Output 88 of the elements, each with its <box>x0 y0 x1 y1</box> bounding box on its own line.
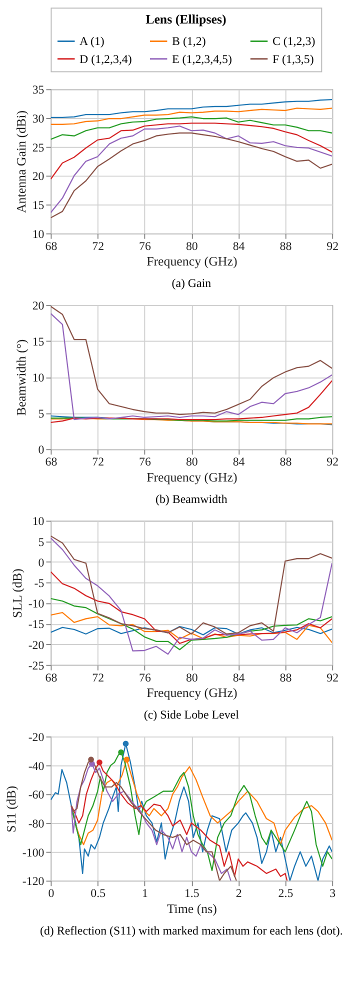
legend-label: A (1) <box>80 34 104 48</box>
y-tick-label: -120 <box>22 874 44 888</box>
point <box>124 756 130 762</box>
y-tick-label: -5 <box>34 576 44 590</box>
x-tick-label: 0 <box>48 886 54 900</box>
x-tick-label: 68 <box>45 238 58 253</box>
y-tick-label: -100 <box>22 845 44 860</box>
x-axis-title: Time (ns) <box>166 900 217 916</box>
line-series <box>50 626 332 636</box>
x-tick-label: 84 <box>232 670 245 684</box>
x-tick-label: 72 <box>92 238 104 253</box>
legend-label: D (1,2,3,4) <box>80 52 132 66</box>
y-tick-label: 20 <box>32 298 44 312</box>
line-series <box>50 571 332 644</box>
x-tick-label: 84 <box>232 454 245 469</box>
y-axis-title: Antenna Gain (dBi) <box>13 110 28 214</box>
x-tick-label: 3 <box>330 886 336 900</box>
y-tick-label: -10 <box>28 596 44 611</box>
point <box>88 756 94 762</box>
x-tick-label: 68 <box>45 454 58 469</box>
y-tick-label: 15 <box>32 334 44 348</box>
text: (b) Beamwidth <box>155 492 228 506</box>
line-series <box>50 122 332 180</box>
x-tick-label: 80 <box>186 454 198 469</box>
x-tick-label: 80 <box>186 238 198 253</box>
x-tick-label: 88 <box>280 454 292 469</box>
text: (d) Reflection (S11) with marked maximum for each lens (dot). <box>40 923 343 938</box>
legend-label: C (1,2,3) <box>272 34 316 48</box>
y-tick-label: 35 <box>32 82 44 97</box>
y-tick-label: 0 <box>38 442 44 457</box>
legend-title: Lens (Ellipses) <box>146 12 226 27</box>
point <box>118 749 124 756</box>
y-tick-label: -15 <box>28 617 44 632</box>
x-tick-label: 2.5 <box>278 886 294 900</box>
line-series <box>50 108 332 125</box>
point <box>122 740 129 747</box>
y-tick-label: -20 <box>28 638 44 652</box>
y-tick-label: -20 <box>28 730 44 744</box>
y-tick-label: -80 <box>28 816 44 830</box>
y-tick-label: 25 <box>32 140 44 154</box>
x-tick-label: 92 <box>326 454 339 469</box>
line-series <box>50 535 332 635</box>
x-tick-label: 2 <box>236 886 242 900</box>
line-series <box>50 537 332 655</box>
x-tick-label: 76 <box>139 454 152 469</box>
legend-label: B (1,2) <box>172 34 206 48</box>
x-tick-label: 92 <box>326 670 339 684</box>
x-tick-label: 76 <box>139 670 152 684</box>
line-series <box>50 98 332 118</box>
y-tick-label: 10 <box>32 226 44 241</box>
line-series <box>50 116 332 140</box>
x-tick-label: 88 <box>280 238 292 253</box>
text: (a) Gain <box>172 276 212 290</box>
y-tick-label: -60 <box>28 788 44 802</box>
legend-label: E (1,2,3,4,5) <box>172 52 232 66</box>
x-tick-label: 1.5 <box>184 886 200 900</box>
x-tick-label: 76 <box>139 238 152 253</box>
y-tick-label: -25 <box>28 658 44 672</box>
x-tick-label: 68 <box>45 670 58 684</box>
x-axis-title: Frequency (GHz) <box>146 469 238 484</box>
line-series <box>50 598 332 650</box>
y-tick-label: 15 <box>32 198 44 212</box>
line-series <box>50 380 332 424</box>
y-tick-label: -40 <box>28 758 44 773</box>
x-tick-label: 72 <box>92 454 104 469</box>
y-axis-title: Beamwidth (°) <box>13 339 28 416</box>
y-axis-title: SLL (dB) <box>9 568 24 618</box>
y-tick-label: 20 <box>32 169 44 184</box>
x-axis-title: Frequency (GHz) <box>146 685 238 700</box>
x-tick-label: 80 <box>186 670 198 684</box>
point <box>96 760 102 766</box>
x-tick-label: 0.5 <box>90 886 106 900</box>
legend-label: F (1,3,5) <box>272 52 314 66</box>
y-tick-label: 10 <box>32 514 44 528</box>
y-tick-label: 10 <box>32 370 44 385</box>
x-tick-label: 72 <box>92 670 104 684</box>
y-tick-label: 30 <box>32 111 44 126</box>
x-tick-label: 84 <box>232 238 245 253</box>
x-tick-label: 92 <box>326 238 339 253</box>
line-series <box>50 612 332 644</box>
x-tick-label: 1 <box>142 886 148 900</box>
text: (c) Side Lobe Level <box>144 708 240 722</box>
x-tick-label: 88 <box>280 670 292 684</box>
y-axis-title: S11 (dB) <box>3 786 18 832</box>
y-tick-label: 0 <box>38 555 44 570</box>
y-tick-label: 5 <box>38 534 44 549</box>
y-tick-label: 5 <box>38 406 44 421</box>
x-axis-title: Frequency (GHz) <box>146 254 238 269</box>
